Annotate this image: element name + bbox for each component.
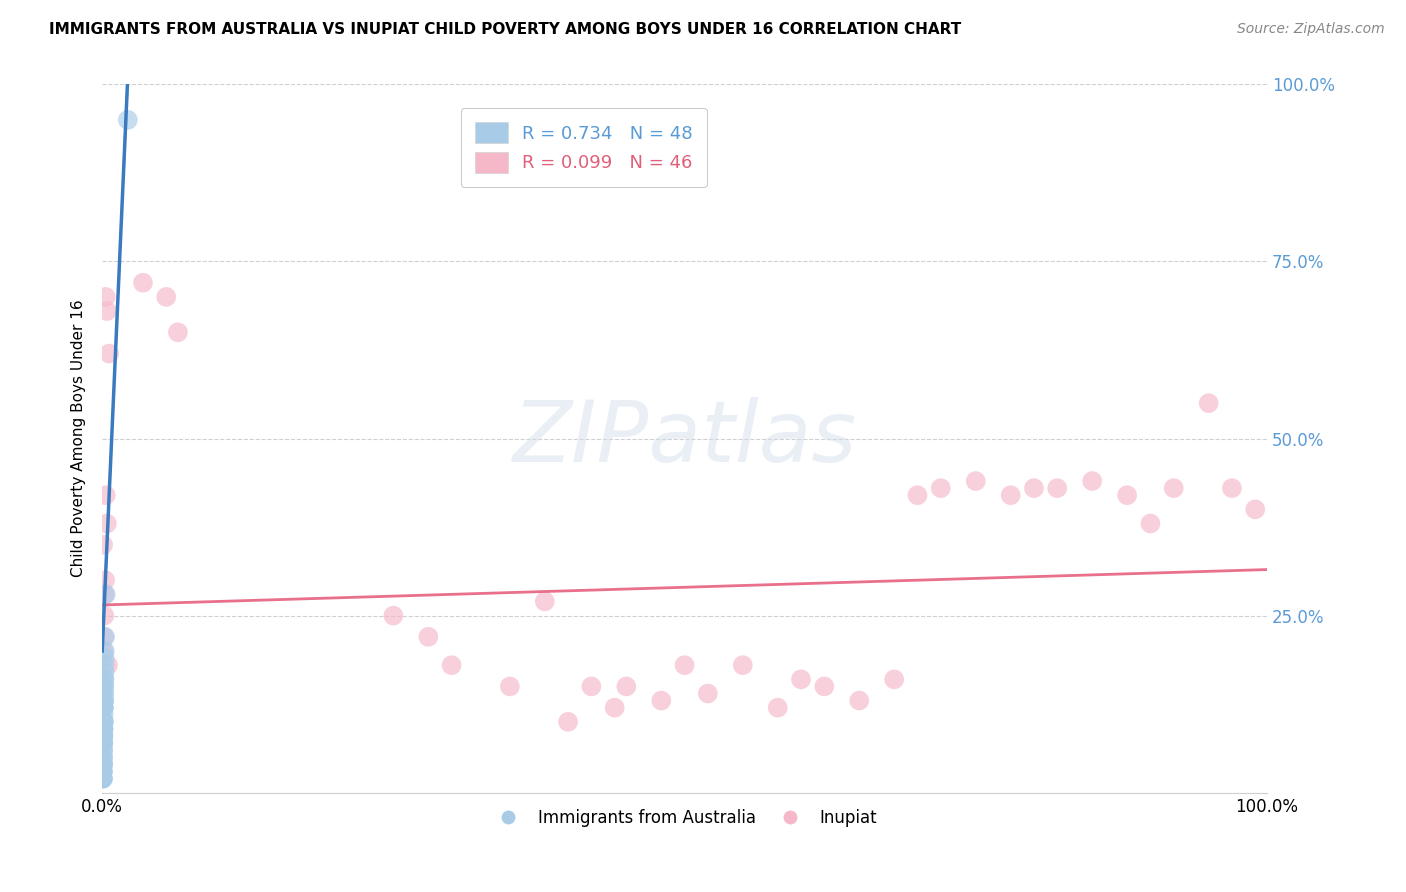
- Point: [91, 764, 114, 779]
- Point: [1198, 396, 1220, 410]
- Point: [117, 112, 139, 127]
- Point: [93, 680, 115, 694]
- Point: [91, 772, 114, 786]
- Point: [93, 644, 115, 658]
- Point: [93, 714, 115, 729]
- Point: [94, 587, 117, 601]
- Point: [1220, 481, 1243, 495]
- Point: [96, 516, 118, 531]
- Point: [790, 673, 813, 687]
- Point: [93, 722, 115, 736]
- Point: [696, 686, 718, 700]
- Point: [603, 700, 626, 714]
- Point: [1046, 481, 1069, 495]
- Point: [93, 587, 115, 601]
- Point: [93, 693, 115, 707]
- Point: [907, 488, 929, 502]
- Point: [93, 651, 115, 665]
- Point: [91, 750, 114, 764]
- Point: [91, 736, 114, 750]
- Point: [94, 644, 117, 658]
- Point: [96, 304, 118, 318]
- Point: [731, 658, 754, 673]
- Legend: Immigrants from Australia, Inupiat: Immigrants from Australia, Inupiat: [485, 803, 884, 834]
- Point: [91, 772, 114, 786]
- Text: ZIPatlas: ZIPatlas: [512, 397, 856, 480]
- Point: [93, 714, 115, 729]
- Point: [673, 658, 696, 673]
- Point: [93, 729, 115, 743]
- Point: [91, 772, 114, 786]
- Point: [1000, 488, 1022, 502]
- Text: Source: ZipAtlas.com: Source: ZipAtlas.com: [1237, 22, 1385, 37]
- Point: [93, 630, 115, 644]
- Point: [167, 326, 190, 340]
- Point: [93, 714, 115, 729]
- Point: [499, 680, 522, 694]
- Point: [1139, 516, 1161, 531]
- Point: [93, 729, 115, 743]
- Point: [93, 707, 115, 722]
- Point: [91, 757, 114, 772]
- Point: [91, 764, 114, 779]
- Point: [614, 680, 637, 694]
- Point: [93, 673, 115, 687]
- Point: [929, 481, 952, 495]
- Point: [1022, 481, 1045, 495]
- Point: [98, 346, 121, 360]
- Point: [93, 693, 115, 707]
- Point: [883, 673, 905, 687]
- Point: [1244, 502, 1267, 516]
- Point: [93, 729, 115, 743]
- Point: [93, 722, 115, 736]
- Point: [91, 538, 114, 552]
- Point: [93, 722, 115, 736]
- Point: [91, 764, 114, 779]
- Text: IMMIGRANTS FROM AUSTRALIA VS INUPIAT CHILD POVERTY AMONG BOYS UNDER 16 CORRELATI: IMMIGRANTS FROM AUSTRALIA VS INUPIAT CHI…: [49, 22, 962, 37]
- Point: [91, 772, 114, 786]
- Point: [94, 573, 117, 587]
- Point: [93, 700, 115, 714]
- Point: [91, 772, 114, 786]
- Point: [93, 665, 115, 680]
- Point: [93, 658, 115, 673]
- Point: [93, 693, 115, 707]
- Point: [91, 757, 114, 772]
- Point: [91, 743, 114, 757]
- Point: [418, 630, 440, 644]
- Point: [94, 630, 117, 644]
- Point: [93, 673, 115, 687]
- Point: [93, 700, 115, 714]
- Y-axis label: Child Poverty Among Boys Under 16: Child Poverty Among Boys Under 16: [72, 300, 86, 577]
- Point: [650, 693, 672, 707]
- Point: [93, 686, 115, 700]
- Point: [132, 276, 155, 290]
- Point: [965, 474, 987, 488]
- Point: [1163, 481, 1185, 495]
- Point: [91, 757, 114, 772]
- Point: [93, 686, 115, 700]
- Point: [382, 608, 405, 623]
- Point: [155, 290, 177, 304]
- Point: [97, 658, 120, 673]
- Point: [93, 700, 115, 714]
- Point: [94, 290, 117, 304]
- Point: [93, 608, 115, 623]
- Point: [533, 594, 555, 608]
- Point: [766, 700, 789, 714]
- Point: [91, 757, 114, 772]
- Point: [848, 693, 870, 707]
- Point: [91, 736, 114, 750]
- Point: [1081, 474, 1104, 488]
- Point: [93, 680, 115, 694]
- Point: [91, 736, 114, 750]
- Point: [581, 680, 603, 694]
- Point: [1116, 488, 1139, 502]
- Point: [557, 714, 579, 729]
- Point: [813, 680, 835, 694]
- Point: [91, 743, 114, 757]
- Point: [91, 750, 114, 764]
- Point: [94, 488, 117, 502]
- Point: [440, 658, 463, 673]
